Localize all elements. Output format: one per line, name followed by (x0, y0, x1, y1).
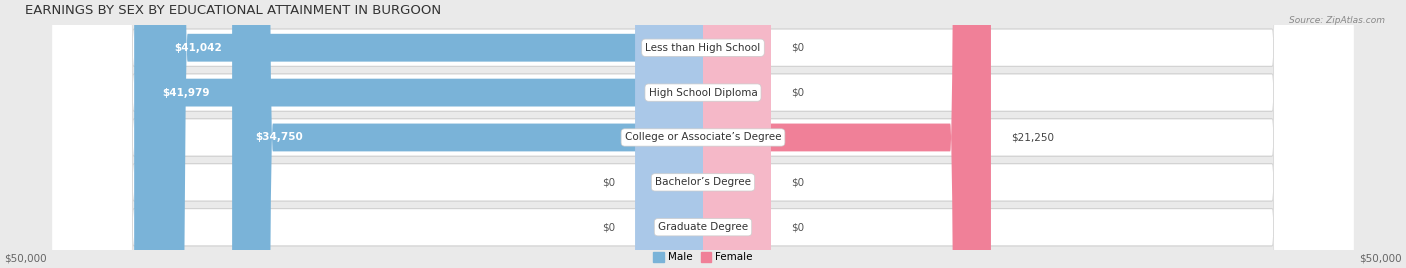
FancyBboxPatch shape (703, 0, 770, 268)
Text: Bachelor’s Degree: Bachelor’s Degree (655, 177, 751, 187)
FancyBboxPatch shape (52, 0, 1354, 268)
FancyBboxPatch shape (52, 0, 1354, 268)
Text: Less than High School: Less than High School (645, 43, 761, 53)
FancyBboxPatch shape (703, 0, 770, 268)
Text: Source: ZipAtlas.com: Source: ZipAtlas.com (1289, 16, 1385, 25)
Text: $0: $0 (792, 88, 804, 98)
FancyBboxPatch shape (703, 0, 770, 268)
FancyBboxPatch shape (703, 0, 770, 268)
Text: College or Associate’s Degree: College or Associate’s Degree (624, 132, 782, 143)
FancyBboxPatch shape (52, 0, 1354, 268)
FancyBboxPatch shape (52, 0, 1354, 268)
FancyBboxPatch shape (52, 0, 1354, 268)
FancyBboxPatch shape (52, 0, 1354, 268)
FancyBboxPatch shape (636, 0, 703, 268)
FancyBboxPatch shape (52, 0, 1354, 268)
FancyBboxPatch shape (52, 0, 1354, 268)
Text: $0: $0 (602, 177, 614, 187)
FancyBboxPatch shape (636, 0, 703, 268)
Text: $34,750: $34,750 (256, 132, 304, 143)
Text: High School Diploma: High School Diploma (648, 88, 758, 98)
Text: $41,042: $41,042 (174, 43, 222, 53)
Text: $0: $0 (792, 177, 804, 187)
FancyBboxPatch shape (232, 0, 703, 268)
FancyBboxPatch shape (134, 0, 703, 268)
Text: EARNINGS BY SEX BY EDUCATIONAL ATTAINMENT IN BURGOON: EARNINGS BY SEX BY EDUCATIONAL ATTAINMEN… (25, 4, 441, 17)
Text: $41,979: $41,979 (163, 88, 209, 98)
Legend: Male, Female: Male, Female (654, 252, 752, 262)
FancyBboxPatch shape (52, 0, 1354, 268)
Text: $0: $0 (792, 222, 804, 232)
Text: $0: $0 (792, 43, 804, 53)
FancyBboxPatch shape (52, 0, 1354, 268)
FancyBboxPatch shape (146, 0, 703, 268)
Text: $21,250: $21,250 (1011, 132, 1054, 143)
Text: $0: $0 (602, 222, 614, 232)
Text: Graduate Degree: Graduate Degree (658, 222, 748, 232)
FancyBboxPatch shape (703, 0, 991, 268)
